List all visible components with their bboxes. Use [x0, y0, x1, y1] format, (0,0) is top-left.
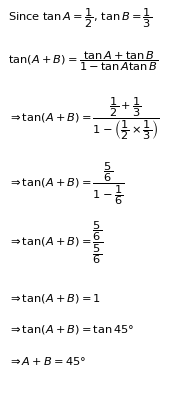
Text: $\Rightarrow \tan(A + B) = 1$: $\Rightarrow \tan(A + B) = 1$ [8, 292, 101, 305]
Text: Since $\tan A = \dfrac{1}{2}$, $\tan B = \dfrac{1}{3}$: Since $\tan A = \dfrac{1}{2}$, $\tan B =… [8, 6, 152, 30]
Text: $\tan(A + B) = \dfrac{\tan A + \tan B}{1 - \tan A \tan B}$: $\tan(A + B) = \dfrac{\tan A + \tan B}{1… [8, 49, 159, 73]
Text: $\Rightarrow \tan(A + B) = \dfrac{\dfrac{1}{2}+\dfrac{1}{3}}{1-\left(\dfrac{1}{2: $\Rightarrow \tan(A + B) = \dfrac{\dfrac… [8, 95, 159, 142]
Text: $\Rightarrow A + B = 45°$: $\Rightarrow A + B = 45°$ [8, 356, 86, 367]
Text: $\Rightarrow \tan(A + B) = \dfrac{\dfrac{5}{6}}{\dfrac{5}{6}}$: $\Rightarrow \tan(A + B) = \dfrac{\dfrac… [8, 220, 103, 266]
Text: $\Rightarrow \tan(A + B) = \dfrac{\dfrac{5}{6}}{1-\dfrac{1}{6}}$: $\Rightarrow \tan(A + B) = \dfrac{\dfrac… [8, 160, 125, 207]
Text: $\Rightarrow \tan(A + B) = \tan 45°$: $\Rightarrow \tan(A + B) = \tan 45°$ [8, 324, 134, 336]
